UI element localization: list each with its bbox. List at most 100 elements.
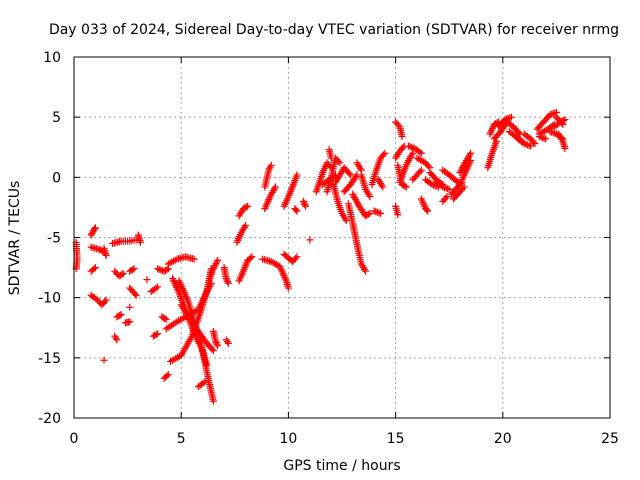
data-point (244, 202, 252, 210)
data-points (72, 108, 569, 405)
data-point (302, 202, 310, 210)
data-point (242, 221, 250, 229)
data-point (537, 133, 545, 141)
data-point (542, 135, 550, 143)
data-point (372, 208, 380, 216)
data-point (417, 149, 425, 157)
x-tick-label: 5 (177, 431, 186, 447)
y-tick-label: -5 (47, 231, 61, 247)
data-point (90, 265, 98, 273)
data-point (394, 121, 402, 129)
data-point (208, 345, 216, 353)
data-point (224, 278, 232, 286)
data-point (222, 274, 230, 282)
data-point (417, 166, 425, 174)
data-point (209, 397, 217, 405)
data-point (136, 238, 144, 246)
data-point (445, 185, 453, 193)
data-point (364, 210, 372, 218)
data-point (299, 197, 307, 205)
y-tick-label: -10 (38, 291, 61, 307)
data-point (154, 283, 162, 291)
data-point (506, 114, 514, 122)
data-point (201, 378, 209, 386)
data-point (190, 255, 198, 263)
data-point (116, 311, 124, 319)
data-point (342, 217, 350, 225)
data-point (102, 252, 110, 260)
data-point (423, 206, 431, 214)
data-point (394, 211, 402, 219)
grid-lines (74, 57, 610, 418)
data-point (212, 337, 220, 345)
data-point (366, 209, 374, 217)
data-point (143, 276, 151, 284)
data-point (223, 276, 231, 284)
data-point (399, 144, 407, 152)
data-point (559, 120, 567, 128)
data-point (272, 183, 280, 191)
data-point (126, 303, 134, 311)
y-tick-labels: -20 -15 -10 -5 0 5 10 (38, 50, 61, 427)
data-point (112, 334, 120, 342)
data-point (531, 140, 539, 148)
data-point (515, 129, 523, 137)
data-point (467, 149, 475, 157)
data-point (398, 132, 406, 140)
data-point (293, 253, 301, 261)
data-point (546, 128, 554, 136)
data-point (209, 265, 217, 273)
x-tick-label: 20 (494, 431, 512, 447)
data-point (267, 161, 275, 169)
data-point (163, 266, 171, 274)
data-point (334, 157, 342, 165)
data-point (459, 185, 467, 193)
data-point (525, 141, 533, 149)
data-point (155, 265, 163, 273)
data-point (89, 228, 97, 236)
data-point (130, 265, 138, 273)
data-point (224, 339, 232, 347)
data-point (91, 264, 99, 272)
data-point (558, 119, 566, 127)
data-point (520, 140, 528, 148)
data-point (538, 134, 546, 142)
data-point (242, 203, 250, 211)
data-point (162, 315, 170, 323)
data-point (154, 330, 162, 338)
data-point (214, 256, 222, 264)
x-tick-label: 10 (279, 431, 297, 447)
x-tick-label: 0 (70, 431, 79, 447)
data-point (452, 177, 460, 185)
data-point (199, 379, 207, 387)
data-point (442, 194, 450, 202)
data-point (548, 128, 556, 136)
y-tick-label: 5 (52, 110, 61, 126)
y-tick-label: -20 (38, 411, 61, 427)
data-point (443, 193, 451, 201)
data-point (347, 171, 355, 179)
data-point (213, 258, 221, 266)
data-point (522, 140, 530, 148)
data-point (131, 290, 139, 298)
data-point (152, 331, 160, 339)
data-point (527, 142, 535, 150)
data-point (442, 184, 450, 192)
data-point (408, 143, 416, 151)
data-point (209, 347, 217, 355)
data-point (439, 183, 447, 191)
data-point (306, 236, 314, 244)
data-point (247, 254, 255, 262)
data-point (460, 183, 468, 191)
data-point (424, 207, 432, 215)
data-point (416, 168, 424, 176)
data-point (377, 209, 385, 217)
data-point (370, 207, 378, 215)
data-point (345, 169, 353, 177)
axis-ticks (73, 56, 611, 419)
data-point (561, 116, 569, 124)
data-point (224, 279, 232, 287)
data-point (101, 298, 109, 306)
data-point (154, 265, 162, 273)
data-point (293, 171, 301, 179)
